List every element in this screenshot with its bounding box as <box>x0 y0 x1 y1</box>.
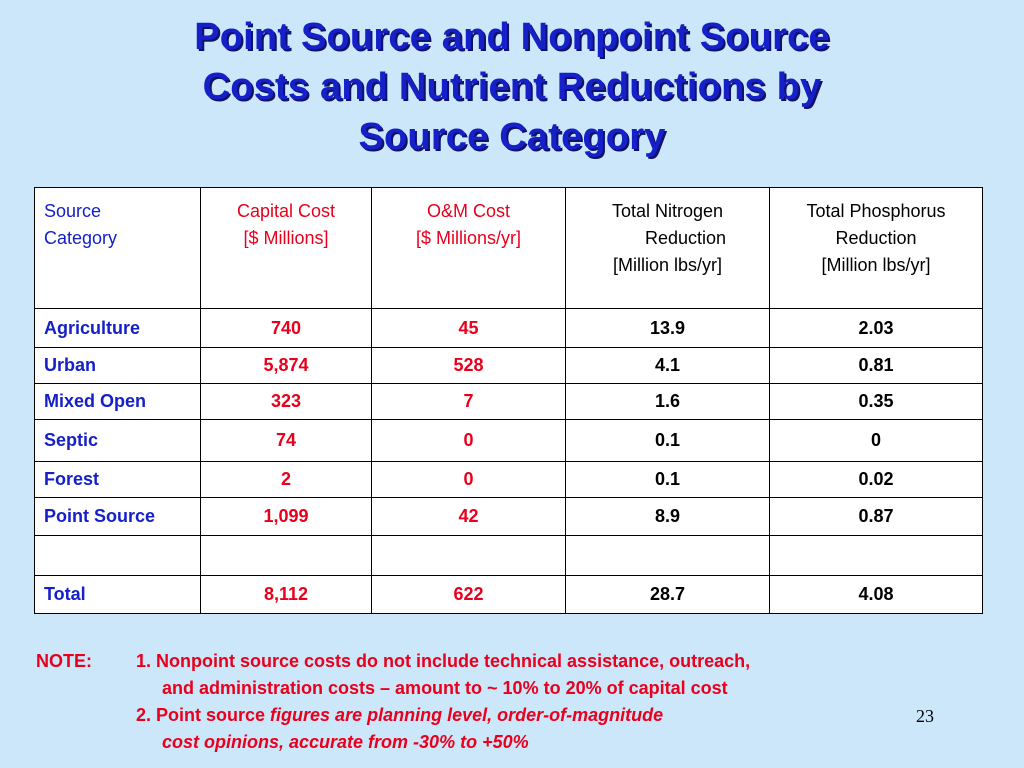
cell-capital-cost: 8,112 <box>200 575 372 614</box>
cell-capital-cost: 1,099 <box>200 497 372 536</box>
table-row: Mixed Open 323 7 1.6 0.35 <box>34 383 983 420</box>
cell-category: Mixed Open <box>34 383 201 420</box>
cell-capital-cost <box>200 535 372 576</box>
header-phosphorus-reduction: Total Phosphorus Reduction [Million lbs/… <box>769 187 983 309</box>
cell-capital-cost: 2 <box>200 461 372 498</box>
table-row: Septic 74 0 0.1 0 <box>34 419 983 462</box>
cell-capital-cost: 323 <box>200 383 372 420</box>
header-source-category: Source Category <box>34 187 201 309</box>
header-nitrogen-reduction: Total Nitrogen Reduction [Million lbs/yr… <box>565 187 770 309</box>
cell-phosphorus: 0 <box>769 419 983 462</box>
cell-phosphorus <box>769 535 983 576</box>
cell-nitrogen: 8.9 <box>565 497 770 536</box>
cell-nitrogen <box>565 535 770 576</box>
note-item-2-prefix: 2. Point source <box>136 705 271 725</box>
cell-category: Forest <box>34 461 201 498</box>
table-row-empty <box>34 535 983 576</box>
header-om-cost: O&M Cost [$ Millions/yr] <box>371 187 566 309</box>
table-row: Point Source 1,099 42 8.9 0.87 <box>34 497 983 536</box>
title-line-1: Point Source and Nonpoint Source <box>194 16 830 58</box>
table-row-total: Total 8,112 622 28.7 4.08 <box>34 575 983 614</box>
cell-om-cost: 42 <box>371 497 566 536</box>
cell-om-cost: 0 <box>371 461 566 498</box>
note-item-1-line-1: 1. Nonpoint source costs do not include … <box>136 651 751 671</box>
note-item-2-line-2: cost opinions, accurate from -30% to +50… <box>162 732 529 752</box>
cell-om-cost: 45 <box>371 308 566 348</box>
cell-nitrogen: 1.6 <box>565 383 770 420</box>
cell-capital-cost: 5,874 <box>200 347 372 384</box>
title-line-3: Source Category <box>358 116 666 158</box>
note-item-2-italic: figures are planning level, order-of-mag… <box>270 705 664 725</box>
note-label: NOTE: <box>36 651 92 671</box>
cell-nitrogen: 0.1 <box>565 419 770 462</box>
table-row: Agriculture 740 45 13.9 2.03 <box>34 308 983 348</box>
cell-om-cost: 622 <box>371 575 566 614</box>
cell-category <box>34 535 201 576</box>
cell-category: Point Source <box>34 497 201 536</box>
slide-title: Point Source and Nonpoint Source Costs a… <box>0 12 1024 162</box>
cell-nitrogen: 28.7 <box>565 575 770 614</box>
cell-phosphorus: 2.03 <box>769 308 983 348</box>
table-row: Urban 5,874 528 4.1 0.81 <box>34 347 983 384</box>
table-row: Forest 2 0 0.1 0.02 <box>34 461 983 498</box>
cell-om-cost: 0 <box>371 419 566 462</box>
cell-capital-cost: 740 <box>200 308 372 348</box>
cell-phosphorus: 0.02 <box>769 461 983 498</box>
cell-category: Urban <box>34 347 201 384</box>
cell-nitrogen: 4.1 <box>565 347 770 384</box>
cell-nitrogen: 0.1 <box>565 461 770 498</box>
cell-om-cost: 528 <box>371 347 566 384</box>
cell-category: Agriculture <box>34 308 201 348</box>
header-capital-cost: Capital Cost [$ Millions] <box>200 187 372 309</box>
table-header-row: Source Category Capital Cost [$ Millions… <box>34 187 983 309</box>
cell-phosphorus: 0.87 <box>769 497 983 536</box>
note-item-2-line-1: 2. Point source figures are planning lev… <box>136 702 663 729</box>
cell-category: Total <box>34 575 201 614</box>
cell-nitrogen: 13.9 <box>565 308 770 348</box>
cell-phosphorus: 0.81 <box>769 347 983 384</box>
cell-om-cost <box>371 535 566 576</box>
title-line-2: Costs and Nutrient Reductions by <box>202 66 822 108</box>
cell-om-cost: 7 <box>371 383 566 420</box>
cell-phosphorus: 4.08 <box>769 575 983 614</box>
note-item-1-line-2: and administration costs – amount to ~ 1… <box>162 678 728 698</box>
page-number: 23 <box>916 706 934 726</box>
cell-capital-cost: 74 <box>200 419 372 462</box>
cell-phosphorus: 0.35 <box>769 383 983 420</box>
cell-category: Septic <box>34 419 201 462</box>
costs-table: Source Category Capital Cost [$ Millions… <box>34 187 983 614</box>
